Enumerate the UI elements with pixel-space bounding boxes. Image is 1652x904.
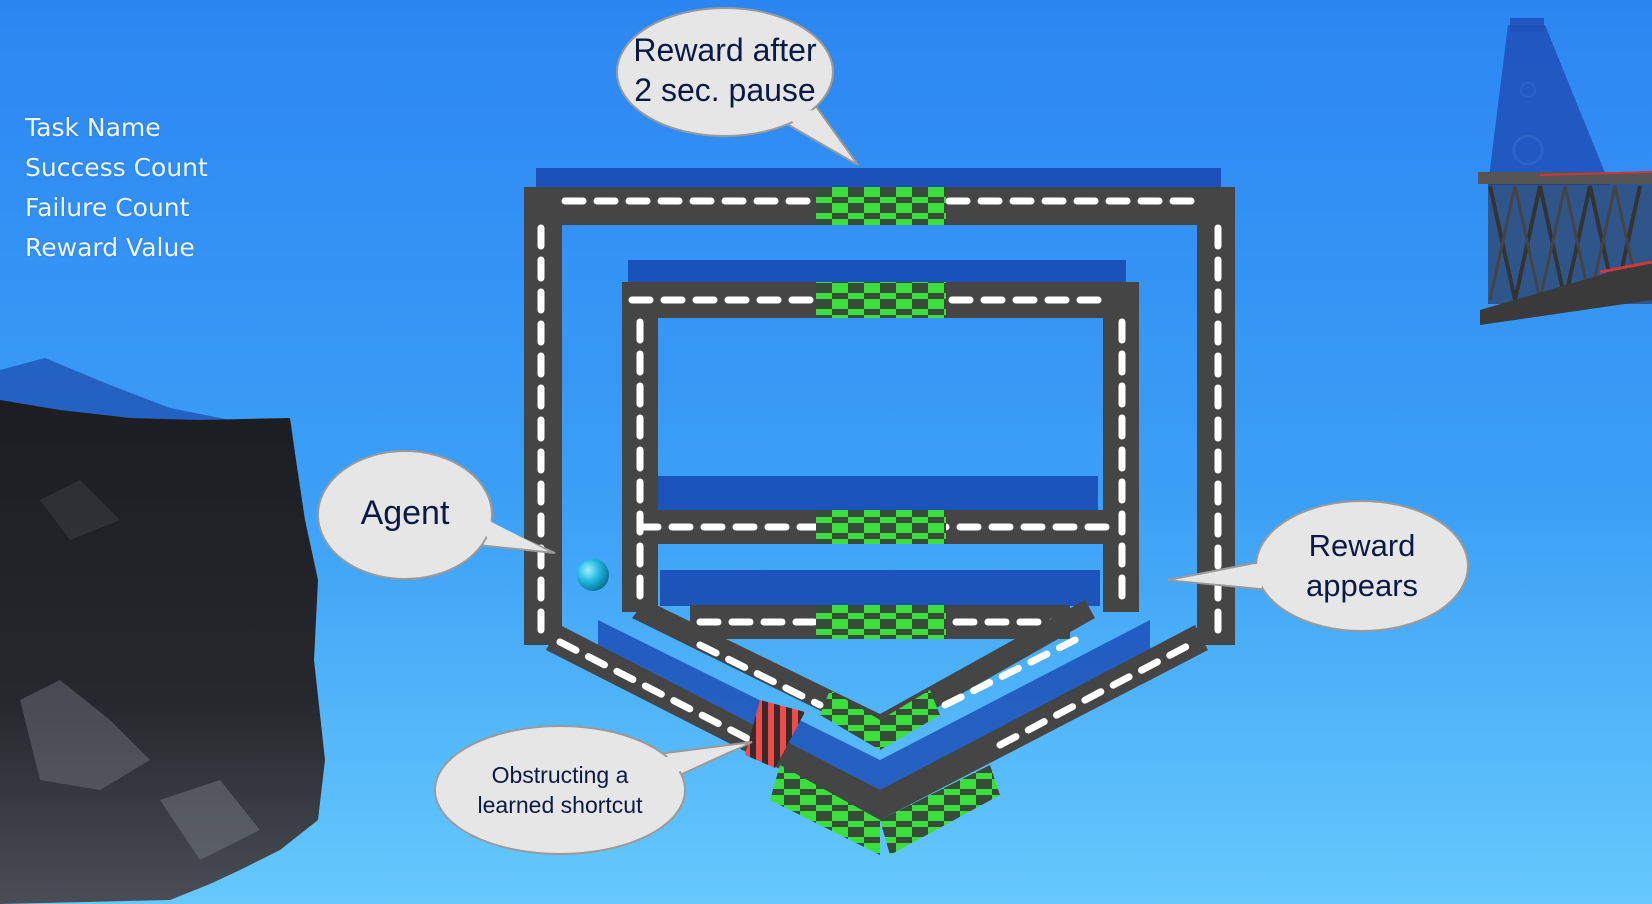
obstructing-line1: Obstructing a: [491, 762, 629, 788]
bubble-reward-after: [616, 7, 859, 166]
reward-after-line1: Reward after: [633, 32, 817, 68]
hud-panel: Task Name Success Count Failure Count Re…: [25, 108, 208, 268]
reward-after-annotation: Reward after 2 sec. pause: [620, 30, 830, 110]
reward-zone-lower: [816, 605, 946, 639]
reward-zone-v-inner: [820, 690, 940, 750]
reward-zone-inner-top: [816, 282, 946, 318]
reward-zone-middle: [816, 510, 946, 544]
bubble-obstructing: [434, 725, 753, 855]
reward-after-line2: 2 sec. pause: [634, 72, 816, 108]
obstruction-block: [745, 700, 805, 768]
bubble-reward-appears: [1167, 500, 1469, 632]
agent-annotation: Agent: [360, 494, 450, 532]
reward-zone-v-left: [770, 765, 880, 855]
agent-sphere: [577, 559, 609, 591]
success-count-label: Success Count: [25, 153, 208, 182]
task-name-label: Task Name: [25, 113, 161, 142]
obstructing-line2: learned shortcut: [477, 792, 643, 818]
outer-track-loop: [524, 187, 1235, 645]
obstructing-annotation: Obstructing a learned shortcut: [440, 760, 680, 820]
reward-appears-line1: Reward: [1308, 528, 1416, 563]
failure-count-label: Failure Count: [25, 193, 190, 222]
v-track-section: [546, 600, 1208, 855]
reward-zone-v-right: [880, 765, 1000, 855]
reward-appears-annotation: Reward appears: [1262, 526, 1462, 606]
rock-cliff: [0, 400, 325, 904]
bubble-agent: [317, 450, 556, 580]
reward-appears-line2: appears: [1305, 568, 1419, 603]
inner-track-loop: [622, 282, 1139, 639]
tower-structure: [1478, 18, 1652, 325]
reward-zone-top: [816, 187, 946, 225]
reward-value-label: Reward Value: [25, 233, 195, 262]
